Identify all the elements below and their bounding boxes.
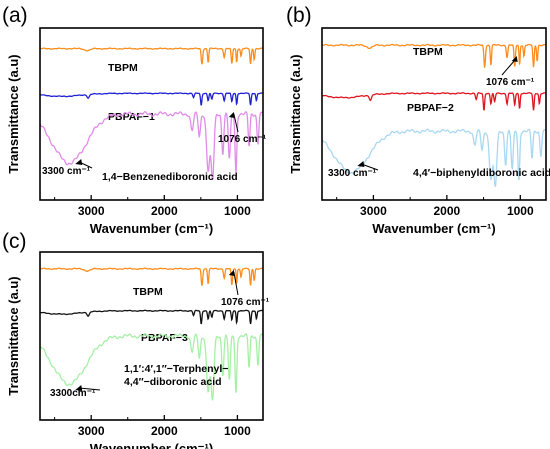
arrow-head [228, 270, 235, 276]
series-line [39, 309, 264, 325]
y-axis-label: Transmittance (a.u) [6, 276, 21, 395]
peak-annotation: 1076 cm⁻¹ [486, 77, 535, 88]
arrow-head [75, 159, 83, 165]
peak-annotation: 1076 cm⁻¹ [218, 134, 267, 145]
annotation-arrow [79, 387, 101, 391]
x-axis-label: Wavenumber (cm⁻¹) [372, 221, 495, 236]
series-line [39, 111, 264, 181]
arrow-head [228, 112, 235, 118]
x-axis-label: Wavenumber (cm⁻¹) [90, 221, 213, 236]
series-label: PBPAF−2 [407, 102, 454, 114]
annotation-arrow [361, 163, 379, 171]
series-label: TBPM [133, 286, 163, 298]
panel-letter: (a) [2, 4, 28, 27]
peak-annotation: 1076 cm⁻¹ [221, 297, 270, 308]
y-axis-label: Transmittance (a.u) [288, 54, 303, 173]
x-tick-label: 3000 [78, 204, 105, 218]
peak-annotation: 3300cm⁻¹ [50, 388, 96, 399]
x-tick-label: 3000 [360, 204, 387, 218]
series-label: PBPAF−1 [108, 111, 155, 123]
series-label: TBPM [413, 46, 443, 58]
series-line [321, 43, 547, 68]
series-line [39, 92, 264, 106]
x-tick-label: 2000 [151, 204, 178, 218]
arrow-head [357, 161, 365, 167]
chart-panel: (a) TBPM PBPAF−1 1,4−Benzenediboronic acid 3… [2, 4, 267, 236]
series-line [39, 333, 264, 401]
plot-frame [39, 27, 264, 201]
panel-letter: (c) [2, 230, 27, 253]
plot-frame [39, 251, 264, 421]
x-tick-label: 1000 [224, 424, 251, 438]
x-tick-label: 3000 [78, 424, 105, 438]
x-tick-label: 2000 [434, 204, 461, 218]
arrow-head [511, 56, 518, 62]
series-label: 1,4−Benzenediboronic acid [102, 171, 238, 183]
series-label: TBPM [108, 62, 138, 74]
plot-frame [321, 27, 547, 201]
series-line [321, 92, 547, 111]
series-label: 1,1′:4′,1′′−Terphenyl− 4,4′′−diboronic ac… [124, 363, 228, 388]
y-axis-label: Transmittance (a.u) [6, 54, 21, 173]
series-line [321, 128, 547, 187]
series-label: 4,4′−biphenyldiboronic acid [413, 167, 550, 179]
panel-letter: (b) [286, 4, 312, 27]
x-tick-label: 2000 [151, 424, 178, 438]
chart-panel: (b) TBPM PBPAF−2 4,4′−biphenyldiboronic aci… [286, 4, 550, 236]
peak-annotation: 3300 cm⁻¹ [328, 168, 377, 179]
x-tick-label: 1000 [507, 204, 534, 218]
arrow-head [75, 385, 83, 391]
series-line [39, 267, 264, 286]
x-tick-label: 1000 [224, 204, 251, 218]
peak-annotation: 3300 cm⁻¹ [42, 166, 91, 177]
x-axis-label: Wavenumber (cm⁻¹) [90, 441, 213, 449]
series-line [39, 47, 264, 65]
